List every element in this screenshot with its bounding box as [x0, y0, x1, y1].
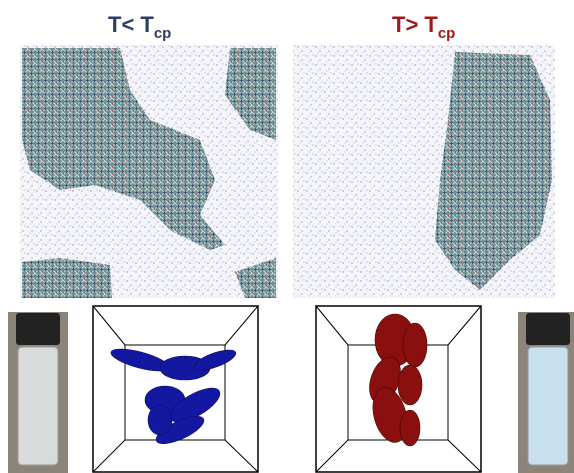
figure: T< Tcp T> Tcp: [0, 0, 574, 473]
vial-clear: [8, 312, 68, 473]
snapshot-below: [20, 45, 278, 298]
cube-above: [316, 306, 481, 472]
cube-below: [93, 306, 258, 472]
panel-title: T> Tcp: [392, 12, 455, 42]
snapshot-above: [293, 45, 555, 298]
panel-title: T< Tcp: [108, 12, 171, 42]
vial-cloudy: [518, 312, 574, 473]
